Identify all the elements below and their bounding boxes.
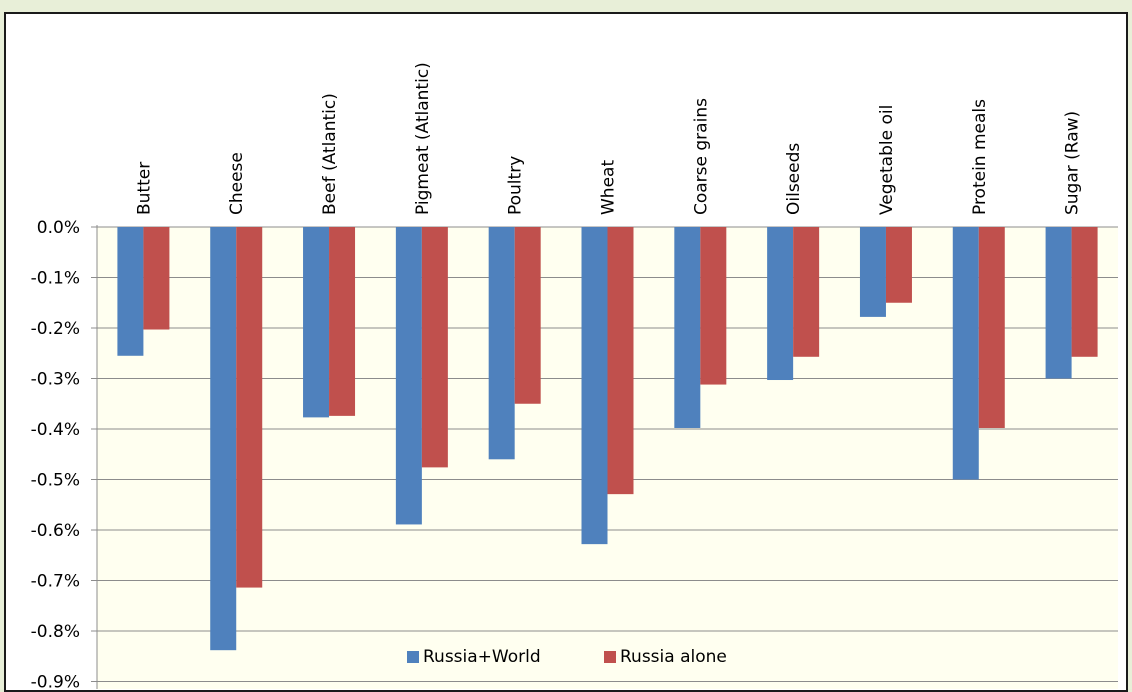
category-label: Poultry <box>506 156 526 215</box>
bar-russia-world <box>581 227 608 545</box>
y-tick-label: -0.6% <box>31 521 80 541</box>
legend-label: Russia+World <box>423 647 541 667</box>
y-tick-label: -0.2% <box>31 319 80 339</box>
bar-russia-world <box>488 227 515 460</box>
legend-label: Russia alone <box>620 647 727 667</box>
bar-russia-world <box>859 227 886 317</box>
y-tick-label: -0.1% <box>31 269 80 289</box>
bar-russia-alone <box>236 227 263 588</box>
category-label: Coarse grains <box>691 98 711 215</box>
bar-russia-world <box>210 227 237 651</box>
category-label: Protein meals <box>970 99 990 215</box>
category-label: Cheese <box>227 152 247 215</box>
category-label: Oilseeds <box>784 143 804 215</box>
category-label: Butter <box>134 162 154 215</box>
y-tick-label: -0.9% <box>31 673 80 690</box>
bar-russia-world <box>395 227 422 525</box>
bar-russia-world <box>303 227 330 418</box>
bar-russia-world <box>952 227 979 480</box>
legend-swatch <box>407 651 419 663</box>
category-label: Sugar (Raw) <box>1063 111 1083 215</box>
y-tick-label: -0.4% <box>31 420 80 440</box>
y-tick-label: -0.5% <box>31 471 80 491</box>
bar-russia-alone <box>421 227 448 468</box>
y-tick-label: -0.3% <box>31 370 80 390</box>
category-label: Pigmeat (Atlantic) <box>413 62 433 215</box>
category-label: Vegetable oil <box>877 105 897 215</box>
bar-russia-alone <box>978 227 1005 428</box>
category-label: Wheat <box>599 160 619 215</box>
bar-russia-alone <box>329 227 356 416</box>
bar-russia-world <box>767 227 794 381</box>
bar-russia-world <box>117 227 144 356</box>
bar-russia-alone <box>700 227 727 385</box>
bar-russia-alone <box>1071 227 1098 357</box>
bar-russia-world <box>674 227 701 428</box>
category-label: Beef (Atlantic) <box>320 93 340 215</box>
y-tick-label: 0.0% <box>37 218 80 238</box>
bar-russia-alone <box>143 227 170 330</box>
bar-russia-world <box>1045 227 1072 379</box>
bar-russia-alone <box>885 227 912 303</box>
y-tick-label: -0.8% <box>31 622 80 642</box>
bar-russia-alone <box>514 227 541 404</box>
bar-russia-alone <box>793 227 820 357</box>
legend-swatch <box>604 651 616 663</box>
bar-russia-alone <box>607 227 634 495</box>
y-tick-label: -0.7% <box>31 572 80 592</box>
